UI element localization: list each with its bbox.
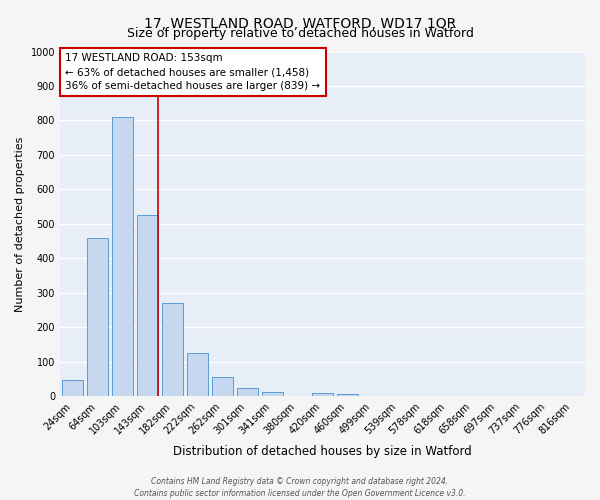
Y-axis label: Number of detached properties: Number of detached properties [15, 136, 25, 312]
Bar [62, 380, 83, 396]
Bar [312, 393, 333, 396]
Text: 17 WESTLAND ROAD: 153sqm
← 63% of detached houses are smaller (1,458)
36% of sem: 17 WESTLAND ROAD: 153sqm ← 63% of detach… [65, 53, 320, 91]
Bar [237, 388, 258, 396]
X-axis label: Distribution of detached houses by size in Watford: Distribution of detached houses by size … [173, 444, 472, 458]
Bar [212, 378, 233, 396]
Bar [112, 117, 133, 396]
Bar [187, 353, 208, 397]
Text: Contains HM Land Registry data © Crown copyright and database right 2024.
Contai: Contains HM Land Registry data © Crown c… [134, 476, 466, 498]
Text: Size of property relative to detached houses in Watford: Size of property relative to detached ho… [127, 28, 473, 40]
Bar [137, 216, 158, 396]
Bar [87, 238, 108, 396]
Bar [337, 394, 358, 396]
Bar [162, 302, 183, 396]
Bar [262, 392, 283, 396]
Text: 17, WESTLAND ROAD, WATFORD, WD17 1QR: 17, WESTLAND ROAD, WATFORD, WD17 1QR [144, 18, 456, 32]
